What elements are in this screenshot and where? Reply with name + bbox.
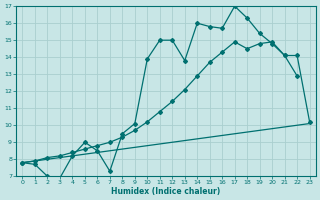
X-axis label: Humidex (Indice chaleur): Humidex (Indice chaleur) — [111, 187, 221, 196]
